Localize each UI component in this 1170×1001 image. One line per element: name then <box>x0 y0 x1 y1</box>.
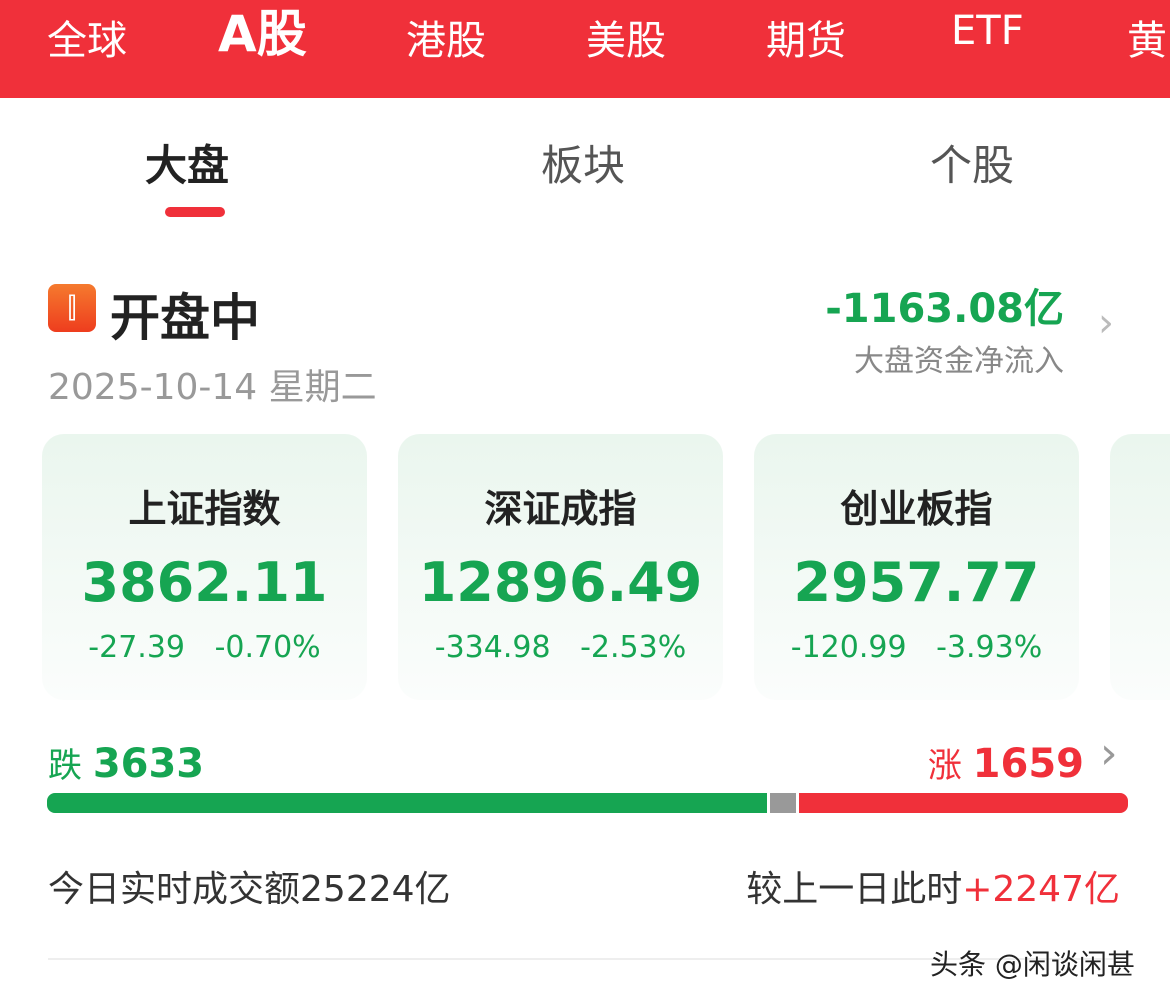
tab-sectors[interactable]: 板块 <box>541 141 626 190</box>
advancers-label: 涨 <box>927 746 962 786</box>
date: 2025-10-14 星期二 <box>48 358 377 410</box>
index-name: 创业板指 <box>840 487 993 531</box>
index-change: -120.99 -3.93% <box>754 630 1079 665</box>
net-flow-value[interactable]: -1163.08亿 <box>825 286 1064 332</box>
decliners-count: 3633 <box>92 741 205 787</box>
tab-stocks[interactable]: 个股 <box>930 141 1015 190</box>
index-change-pct: -0.70% <box>214 630 321 665</box>
tab-a-shares[interactable]: A股 <box>218 5 307 63</box>
index-change-pct: -2.53% <box>580 630 687 665</box>
decliners-bar <box>47 793 768 813</box>
watermark: 头条 @闲谈闲甚 <box>930 948 1135 981</box>
compare-value: +2247亿 <box>962 869 1120 910</box>
index-change-value: -27.39 <box>88 630 186 665</box>
index-card[interactable]: 上证指数 3862.11 -27.39 -0.70% <box>42 434 367 700</box>
turnover-label: 今日实时成交额 <box>48 869 301 910</box>
market-tab-bar: 全球 A股 港股 美股 期货 ETF 黄 <box>0 0 1170 98</box>
index-change-pct: -3.93% <box>936 630 1043 665</box>
index-card[interactable]: 深证成指 12896.49 -334.98 -2.53% <box>398 434 723 700</box>
tab-futures[interactable]: 期货 <box>766 18 846 64</box>
index-card[interactable]: 创业板指 2957.77 -120.99 -3.93% <box>754 434 1079 700</box>
turnover-value: 25224亿 <box>300 869 451 910</box>
index-change: -334.98 -2.53% <box>398 630 723 665</box>
advancers-bar <box>799 793 1128 813</box>
index-name: 深证成指 <box>484 487 637 531</box>
index-change-value: -334.98 <box>434 630 551 665</box>
decliners[interactable]: 跌 3633 <box>48 738 204 787</box>
tab-market[interactable]: 大盘 <box>145 141 230 190</box>
index-card-partial[interactable] <box>1110 434 1170 700</box>
flat-bar <box>770 793 797 813</box>
index-change: -27.39 -0.70% <box>42 630 367 665</box>
divider <box>48 958 1122 960</box>
advancers-count: 1659 <box>972 741 1084 787</box>
index-value: 3862.11 <box>81 551 328 614</box>
tab-global[interactable]: 全球 <box>47 18 127 64</box>
date-value: 2025-10-14 <box>48 367 258 408</box>
turnover-compare: 较上一日此时+2247亿 <box>746 860 1120 912</box>
tab-gold[interactable]: 黄 <box>1127 18 1167 64</box>
decliners-label: 跌 <box>48 746 82 786</box>
tab-us[interactable]: 美股 <box>586 18 666 64</box>
index-name: 上证指数 <box>128 487 281 531</box>
tab-etf[interactable]: ETF <box>951 8 1024 54</box>
index-change-value: -120.99 <box>790 630 907 665</box>
advancers[interactable]: 涨 1659 <box>928 738 1084 787</box>
chevron-right-icon[interactable]: › <box>1098 300 1114 346</box>
candlestick-icon: ⫿ <box>48 284 96 332</box>
index-value: 12896.49 <box>418 551 703 614</box>
index-value: 2957.77 <box>793 551 1040 614</box>
active-tab-indicator <box>165 207 225 217</box>
tab-hk[interactable]: 港股 <box>406 18 486 64</box>
compare-label: 较上一日此时 <box>746 869 963 910</box>
market-status: 开盘中 <box>110 289 260 347</box>
turnover: 今日实时成交额25224亿 <box>48 860 451 912</box>
net-flow-label: 大盘资金净流入 <box>854 344 1064 379</box>
weekday: 星期二 <box>268 367 377 408</box>
chevron-right-icon[interactable]: › <box>1100 728 1118 779</box>
